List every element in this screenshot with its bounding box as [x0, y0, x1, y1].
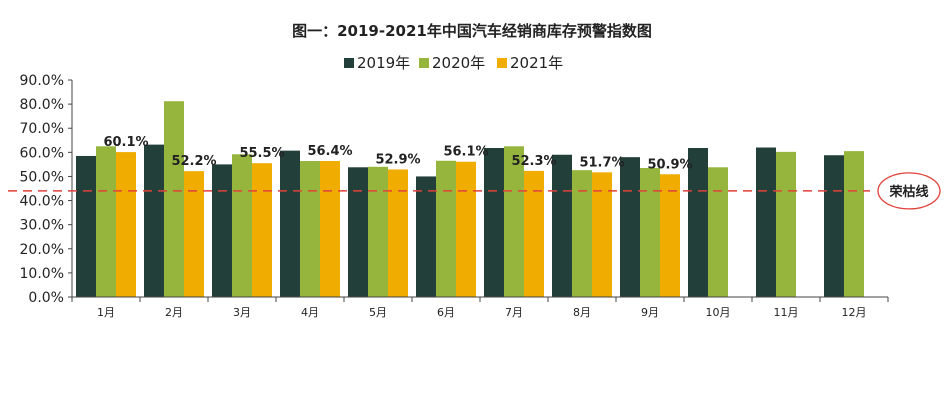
- bar-2021年-6月: [456, 161, 476, 297]
- data-label-2021: 56.4%: [307, 144, 352, 159]
- bar-2020年-3月: [232, 154, 252, 297]
- bar-2019年-5月: [348, 167, 368, 297]
- x-tick-label: 6月: [437, 306, 455, 319]
- reference-line-label: 荣枯线: [888, 184, 928, 200]
- x-tick-label: 8月: [573, 306, 591, 319]
- y-tick-label: 30.0%: [20, 218, 64, 234]
- y-tick-label: 90.0%: [20, 73, 64, 89]
- bar-2020年-2月: [164, 101, 184, 298]
- data-labels-group: 60.1% 52.2% 55.5% 56.4% 52.9% 56.1% 52.3% 51.7%…: [103, 135, 692, 172]
- data-label-2021: 52.9%: [375, 152, 420, 167]
- reference-line-badge: [877, 172, 941, 210]
- bar-2019年-7月: [484, 147, 504, 297]
- x-tick-label: 12月: [842, 306, 867, 319]
- x-tick-label: 9月: [641, 306, 659, 319]
- data-label-2021: 55.5%: [239, 146, 284, 161]
- data-label-2021: 51.7%: [579, 155, 624, 170]
- bar-2019年-8月: [552, 154, 572, 297]
- bar-2021年-9月: [660, 174, 680, 297]
- bar-2021年-2月: [184, 171, 204, 297]
- x-tick-label: 2月: [165, 306, 183, 319]
- data-label-2021: 52.3%: [511, 154, 556, 169]
- bar-2019年-2月: [144, 144, 164, 297]
- data-label-2021: 60.1%: [103, 135, 148, 150]
- bar-2019年-10月: [688, 147, 708, 297]
- bar-2019年-11月: [756, 147, 776, 297]
- bar-2020年-1月: [96, 146, 116, 297]
- y-tick-label: 10.0%: [20, 266, 64, 282]
- legend-swatch-1: [344, 58, 354, 68]
- bar-2019年-12月: [824, 155, 844, 297]
- bar-2019年-3月: [212, 164, 232, 297]
- x-axis: 1月 2月 3月 4月 5月 6月 7月 8月 9月 10月 11月 12月: [71, 296, 889, 319]
- bar-2019年-6月: [416, 176, 436, 297]
- x-tick-label: 10月: [706, 306, 731, 319]
- bar-2021年-8月: [592, 172, 612, 297]
- bar-2020年-4月: [300, 161, 320, 297]
- legend-swatch-2: [419, 58, 429, 68]
- data-label-2021: 56.1%: [443, 145, 488, 160]
- bar-2020年-5月: [368, 166, 388, 297]
- y-tick-label: 60.0%: [20, 145, 64, 161]
- bar-2020年-11月: [776, 151, 796, 297]
- y-tick-label: 40.0%: [20, 194, 64, 210]
- legend-label-1: 2019年: [357, 54, 410, 72]
- bar-2020年-7月: [504, 146, 524, 297]
- bar-2021年-5月: [388, 169, 408, 297]
- bar-2020年-6月: [436, 160, 456, 297]
- y-tick-label: 70.0%: [20, 121, 64, 137]
- chart-title: 图一：2019-2021年中国汽车经销商库存预警指数图: [292, 22, 652, 40]
- y-tick-label: 0.0%: [28, 290, 64, 306]
- bar-2021年-1月: [116, 152, 136, 297]
- data-label-2021: 52.2%: [171, 154, 216, 169]
- y-tick-label: 80.0%: [20, 97, 64, 113]
- legend-swatch-3: [497, 58, 507, 68]
- legend: 2019年 2020年 2021年: [344, 54, 563, 72]
- legend-label-3: 2021年: [510, 54, 563, 72]
- y-axis: 0.0% 10.0% 20.0% 30.0% 40.0% 50.0% 60.0% 70.0% 8…: [20, 73, 73, 306]
- x-tick-label: 7月: [505, 306, 523, 319]
- data-label-2021: 50.9%: [647, 157, 692, 172]
- bar-2021年-3月: [252, 163, 272, 297]
- x-tick-label: 3月: [233, 306, 251, 319]
- y-tick-label: 20.0%: [20, 242, 64, 258]
- x-tick-label: 1月: [97, 306, 115, 319]
- bar-2021年-7月: [524, 170, 544, 297]
- bar-2019年-1月: [76, 155, 96, 297]
- bar-2021年-4月: [320, 161, 340, 297]
- bar-2020年-9月: [640, 168, 660, 297]
- y-tick-label: 50.0%: [20, 169, 64, 185]
- bar-2019年-9月: [620, 157, 640, 297]
- x-tick-label: 4月: [301, 306, 319, 319]
- x-tick-label: 11月: [774, 306, 799, 319]
- legend-label-2: 2020年: [432, 54, 485, 72]
- bar-2019年-4月: [280, 150, 300, 297]
- bar-2020年-8月: [572, 170, 592, 297]
- reference-line-group: 荣枯线: [8, 172, 941, 210]
- bar-2020年-10月: [708, 167, 728, 297]
- x-tick-label: 5月: [369, 306, 387, 319]
- bars-group: [76, 101, 864, 298]
- bar-2020年-12月: [844, 151, 864, 297]
